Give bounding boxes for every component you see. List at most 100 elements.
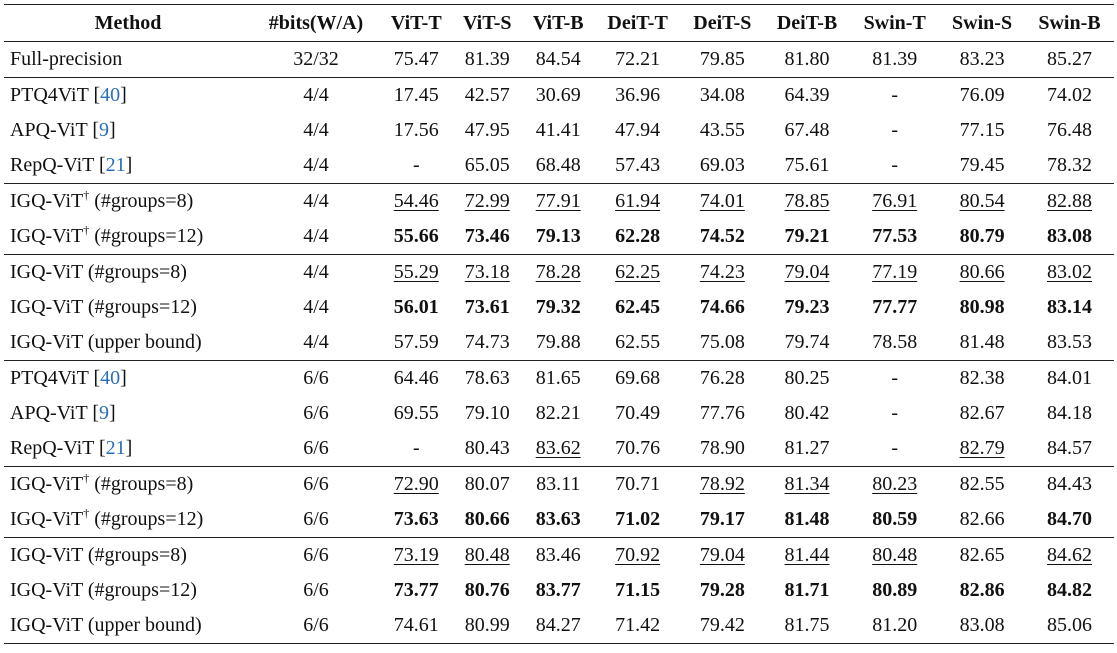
citation-link[interactable]: 9 bbox=[99, 402, 109, 424]
value: 72.21 bbox=[615, 48, 661, 70]
value: 82.38 bbox=[959, 367, 1005, 389]
method-cell: PTQ4ViT [40] bbox=[4, 77, 252, 113]
value-cell: 80.25 bbox=[763, 360, 851, 396]
bits-cell: 6/6 bbox=[252, 360, 380, 396]
citation-link[interactable]: 40 bbox=[100, 367, 121, 389]
second-best-value: 62.25 bbox=[615, 261, 661, 283]
value-cell: 74.02 bbox=[1024, 77, 1114, 113]
dagger-mark: † bbox=[83, 506, 90, 520]
value: 74.02 bbox=[1046, 84, 1092, 106]
value-cell: 62.28 bbox=[594, 219, 680, 255]
value: 70.49 bbox=[615, 402, 661, 424]
value-cell: 81.39 bbox=[453, 42, 522, 78]
second-best-value: 77.91 bbox=[535, 190, 581, 212]
table-row: IGQ-ViT† (#groups=12) 4/4 55.66 73.46 79.13 6… bbox=[4, 219, 1114, 255]
value: 69.03 bbox=[699, 154, 745, 176]
value: 77.15 bbox=[959, 119, 1005, 141]
best-value: 80.89 bbox=[872, 579, 918, 601]
value: 57.59 bbox=[393, 331, 439, 353]
bits-cell: 32/32 bbox=[293, 48, 339, 70]
col-header-method: Method bbox=[4, 4, 252, 42]
dagger-mark: † bbox=[83, 188, 90, 202]
method-name: APQ-ViT bbox=[10, 402, 88, 424]
value-cell: 55.29 bbox=[380, 254, 453, 290]
method-suffix: (#groups=12) bbox=[89, 225, 204, 247]
method-name: IGQ-ViT (#groups=8) bbox=[10, 544, 187, 566]
value-cell: 62.55 bbox=[594, 325, 680, 361]
value-cell: 78.32 bbox=[1025, 148, 1114, 184]
value: 79.10 bbox=[464, 402, 510, 424]
best-value: 80.66 bbox=[464, 508, 510, 530]
value-cell: 74.73 bbox=[453, 325, 522, 361]
best-value: 79.28 bbox=[699, 579, 745, 601]
value-cell: 75.61 bbox=[764, 148, 850, 184]
value-cell: 82.86 bbox=[939, 573, 1025, 608]
best-value: 74.66 bbox=[699, 296, 745, 318]
method-cell: IGQ-ViT† (#groups=8) bbox=[4, 466, 252, 502]
value-cell: 43.55 bbox=[681, 113, 764, 148]
value: 62.55 bbox=[615, 331, 661, 353]
best-value: 79.23 bbox=[784, 296, 830, 318]
value: 78.63 bbox=[464, 367, 510, 389]
value: 83.08 bbox=[959, 614, 1005, 636]
table-row: IGQ-ViT (upper bound) 4/4 57.59 74.73 79.88 6… bbox=[4, 325, 1114, 361]
bits-cell: 4/4 bbox=[303, 225, 329, 247]
second-best-value: 73.18 bbox=[464, 261, 510, 283]
value: 81.27 bbox=[784, 437, 830, 459]
col-header-swin-b: Swin-B bbox=[1024, 4, 1114, 42]
table-row: PTQ4ViT [40] 4/4 17.45 42.57 30.69 36.96 34.08… bbox=[4, 77, 1114, 113]
value: 79.88 bbox=[535, 331, 581, 353]
method-name: IGQ-ViT bbox=[10, 508, 84, 530]
header-row: Method #bits(W/A) ViT-T ViT-S ViT-B DeiT… bbox=[4, 4, 1114, 42]
value-cell: 79.45 bbox=[939, 148, 1025, 184]
value-cell: 73.18 bbox=[452, 254, 522, 290]
value-cell: 77.15 bbox=[939, 113, 1025, 148]
citation-link[interactable]: 40 bbox=[100, 84, 121, 106]
value-cell: 83.63 bbox=[522, 502, 595, 538]
best-value: 79.21 bbox=[784, 225, 830, 247]
value-cell: 80.98 bbox=[939, 290, 1025, 325]
best-value: 83.63 bbox=[535, 508, 581, 530]
value-cell: 76.48 bbox=[1025, 113, 1114, 148]
value: 83.46 bbox=[535, 544, 581, 566]
citation-link[interactable]: 9 bbox=[99, 119, 109, 141]
value: 77.76 bbox=[699, 402, 745, 424]
best-value: 73.77 bbox=[393, 579, 439, 601]
value-cell: 62.25 bbox=[594, 254, 681, 290]
table-row: IGQ-ViT (#groups=12) 4/4 56.01 73.61 79.32 62… bbox=[4, 290, 1114, 325]
value: 81.20 bbox=[872, 614, 918, 636]
value: 75.61 bbox=[784, 154, 830, 176]
citation-link[interactable]: 21 bbox=[105, 437, 126, 459]
value: 79.74 bbox=[784, 331, 830, 353]
table-row: IGQ-ViT† (#groups=8) 4/4 54.46 72.99 77.91 61… bbox=[4, 183, 1114, 219]
value: 84.43 bbox=[1046, 473, 1092, 495]
best-value: 81.71 bbox=[784, 579, 830, 601]
best-value: 81.48 bbox=[784, 508, 830, 530]
value: 47.94 bbox=[615, 119, 661, 141]
citation-link[interactable]: 21 bbox=[105, 154, 126, 176]
value-cell: 84.70 bbox=[1025, 502, 1114, 538]
second-best-value: 80.54 bbox=[959, 190, 1005, 212]
value: 17.45 bbox=[393, 84, 439, 106]
second-best-value: 83.62 bbox=[535, 437, 581, 459]
value-cell: 81.80 bbox=[764, 42, 850, 78]
best-value: 77.77 bbox=[872, 296, 918, 318]
value: 36.96 bbox=[615, 84, 661, 106]
bits-cell: 6/6 bbox=[252, 537, 380, 573]
table-row: APQ-ViT [9] 6/6 69.55 79.10 82.21 70.49 77.76 8… bbox=[4, 396, 1114, 431]
value-cell: 85.27 bbox=[1025, 42, 1114, 78]
method-cell: PTQ4ViT [40] bbox=[4, 360, 252, 396]
second-best-value: 61.94 bbox=[615, 190, 661, 212]
table-row: IGQ-ViT† (#groups=8) 6/6 72.90 80.07 83.11 70… bbox=[4, 466, 1114, 502]
second-best-value: 54.46 bbox=[393, 190, 439, 212]
method-name: IGQ-ViT (upper bound) bbox=[10, 331, 202, 353]
value: 80.07 bbox=[464, 473, 510, 495]
bits-cell: 4/4 bbox=[303, 296, 329, 318]
value-cell: 71.02 bbox=[594, 502, 680, 538]
best-value: 84.82 bbox=[1046, 579, 1092, 601]
col-header-vit-s: ViT-S bbox=[452, 4, 522, 42]
value-cell: 78.63 bbox=[452, 360, 522, 396]
second-best-value: 80.48 bbox=[872, 544, 918, 566]
second-best-value: 82.79 bbox=[959, 437, 1005, 459]
value-cell: 73.61 bbox=[453, 290, 522, 325]
